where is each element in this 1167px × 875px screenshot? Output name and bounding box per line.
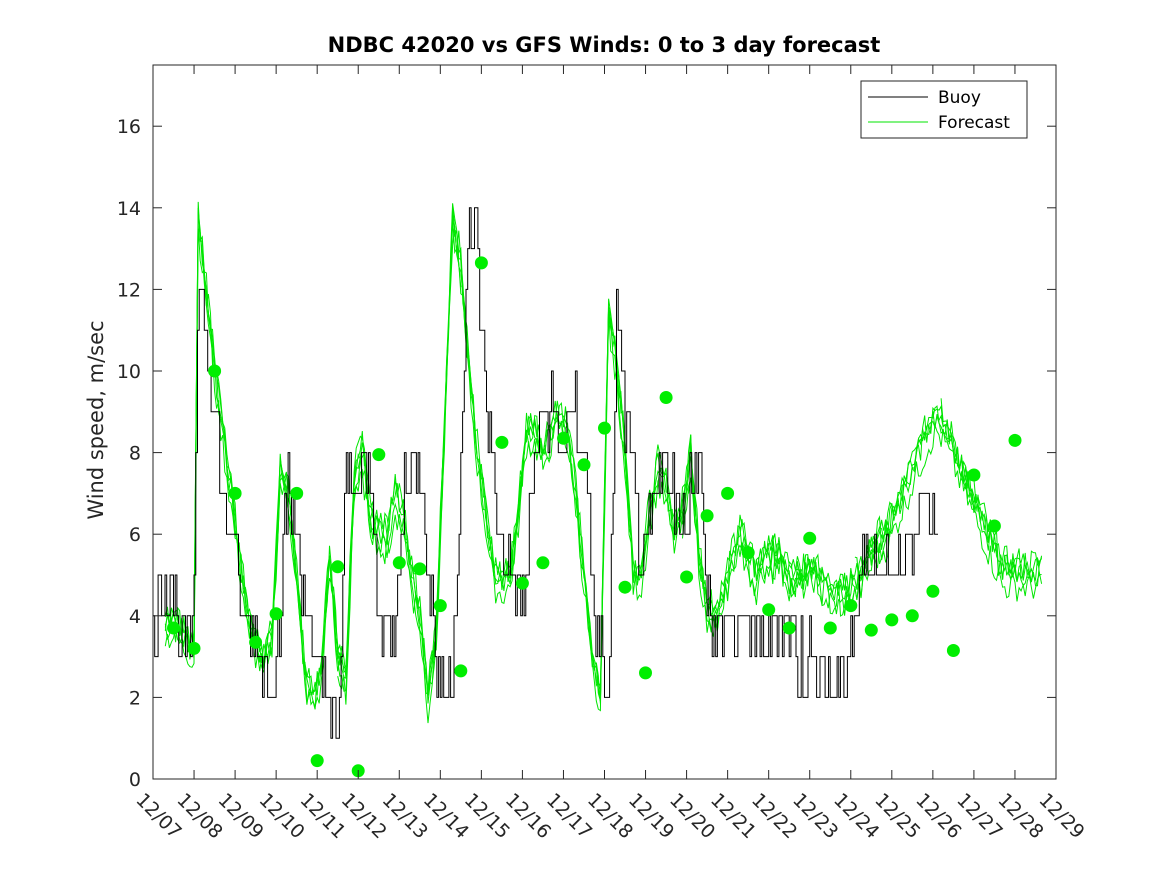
buoy-series — [153, 207, 938, 739]
forecast-marker-14 — [454, 664, 468, 678]
forecast-marker-11 — [392, 556, 406, 570]
forecast-marker-23 — [639, 666, 652, 680]
forecast-markers — [167, 256, 1022, 778]
forecast-marker-29 — [762, 603, 776, 617]
forecast-marker-28 — [741, 546, 755, 560]
forecast-marker-18 — [536, 556, 550, 570]
forecast-member-3 — [164, 207, 1042, 704]
forecast-marker-22 — [618, 580, 632, 594]
forecast-marker-38 — [946, 644, 960, 657]
forecast-marker-15 — [474, 256, 488, 270]
y-tick-label-6: 12 — [117, 279, 141, 301]
forecast-marker-26 — [700, 509, 714, 523]
forecast-marker-13 — [433, 599, 447, 613]
plot-area — [153, 201, 1043, 778]
forecast-marker-20 — [577, 458, 591, 472]
y-tick-label-8: 16 — [117, 116, 141, 138]
legend: Buoy Forecast — [860, 80, 1028, 139]
forecast-marker-35 — [885, 613, 899, 627]
forecast-marker-4 — [249, 635, 263, 649]
forecast-marker-2 — [208, 364, 222, 378]
forecast-marker-36 — [905, 609, 919, 623]
forecast-marker-24 — [659, 391, 673, 404]
legend-forecast-label: Forecast — [938, 113, 1010, 133]
y-tick-label-2: 4 — [129, 606, 141, 628]
forecast-marker-17 — [515, 576, 529, 590]
forecast-marker-34 — [864, 623, 878, 637]
y-tick-label-7: 14 — [117, 198, 141, 220]
forecast-marker-0 — [167, 621, 180, 635]
y-tick-label-4: 8 — [129, 443, 141, 465]
y-tick-label-5: 10 — [117, 361, 141, 383]
forecast-marker-41 — [1008, 433, 1022, 447]
forecast-marker-31 — [803, 531, 817, 545]
forecast-marker-12 — [413, 562, 427, 576]
forecast-marker-7 — [310, 754, 324, 768]
forecast-marker-33 — [844, 599, 858, 613]
forecast-marker-5 — [269, 607, 283, 621]
y-tick-label-1: 2 — [129, 687, 141, 709]
buoy-line — [153, 207, 938, 739]
forecast-marker-3 — [228, 486, 242, 500]
forecast-marker-40 — [987, 519, 1001, 533]
forecast-marker-32 — [823, 621, 837, 635]
forecast-marker-37 — [926, 584, 940, 598]
forecast-marker-1 — [187, 641, 201, 655]
y-axis-label: Wind speed, m/sec — [84, 320, 108, 519]
y-tick-label-3: 6 — [129, 524, 141, 546]
y-axis-ticks: 0 2 4 6 8 10 12 14 16 — [117, 116, 1056, 791]
forecast-marker-27 — [721, 486, 735, 500]
legend-box — [860, 80, 1028, 139]
chart-title: NDBC 42020 vs GFS Winds: 0 to 3 day fore… — [328, 33, 881, 57]
forecast-marker-8 — [331, 560, 345, 574]
forecast-marker-19 — [557, 431, 570, 445]
legend-buoy-label: Buoy — [938, 88, 981, 108]
forecast-marker-39 — [967, 468, 981, 482]
y-tick-label-0: 0 — [129, 769, 141, 791]
forecast-marker-25 — [680, 570, 694, 584]
forecast-marker-6 — [290, 486, 304, 500]
forecast-marker-30 — [782, 621, 796, 635]
forecast-marker-10 — [372, 448, 386, 462]
forecast-marker-16 — [495, 435, 509, 449]
forecast-marker-21 — [598, 421, 611, 435]
